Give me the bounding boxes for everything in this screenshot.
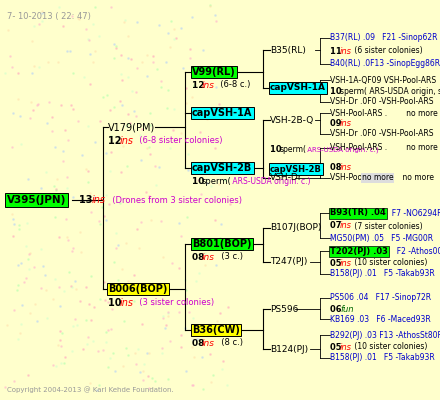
Text: F7 -NO6294R: F7 -NO6294R (387, 208, 440, 218)
Text: V99(RL): V99(RL) (192, 67, 236, 77)
Text: VSH-Dr .0F0 -VSH-Pool-ARS: VSH-Dr .0F0 -VSH-Pool-ARS (330, 98, 433, 106)
Text: (6-8 c.): (6-8 c.) (215, 80, 250, 90)
Text: ins: ins (340, 46, 352, 56)
Text: ins: ins (120, 136, 134, 146)
Text: 13: 13 (79, 195, 96, 205)
Text: (Drones from 3 sister colonies): (Drones from 3 sister colonies) (107, 196, 242, 204)
Text: VSH-Pool-ARS .        no more: VSH-Pool-ARS . no more (330, 144, 438, 152)
Text: VSH-Pool-ARS .        no more: VSH-Pool-ARS . no more (330, 108, 438, 118)
Text: MG50(PM) .05   F5 -MG00R: MG50(PM) .05 F5 -MG00R (330, 234, 433, 242)
Text: 08: 08 (192, 252, 208, 262)
Text: fun: fun (340, 304, 353, 314)
Text: B801(BOP): B801(BOP) (192, 239, 252, 249)
Text: ins: ins (340, 120, 352, 128)
Text: sperm( ARS-USDA origin, sist: sperm( ARS-USDA origin, sist (340, 88, 440, 96)
Text: (7 sister colonies): (7 sister colonies) (352, 222, 423, 230)
Text: B36(CW): B36(CW) (192, 325, 240, 335)
Text: ins: ins (340, 222, 352, 230)
Text: 11: 11 (330, 46, 345, 56)
Text: F2 -Athos00R: F2 -Athos00R (392, 246, 440, 256)
Text: 06: 06 (330, 304, 345, 314)
Text: B93(TR) .04: B93(TR) .04 (330, 208, 386, 218)
Text: B37(RL) .09   F21 -Sinop62R: B37(RL) .09 F21 -Sinop62R (330, 34, 437, 42)
Text: (8 c.): (8 c.) (216, 338, 243, 348)
Text: VSH-2B-Q: VSH-2B-Q (270, 116, 314, 124)
Text: B158(PJ) .01   F5 -Takab93R: B158(PJ) .01 F5 -Takab93R (330, 354, 435, 362)
Text: ins: ins (92, 195, 106, 205)
Text: 05: 05 (330, 342, 345, 352)
Text: B292(PJ) .03 F13 -AthosSt80R: B292(PJ) .03 F13 -AthosSt80R (330, 330, 440, 340)
Text: (3 c.): (3 c.) (216, 252, 243, 262)
Text: (10 sister colonies): (10 sister colonies) (352, 342, 427, 352)
Text: 09: 09 (330, 120, 345, 128)
Text: B107J(BOP): B107J(BOP) (270, 224, 321, 232)
Text: 08: 08 (192, 338, 208, 348)
Text: capVSH-2B: capVSH-2B (192, 163, 252, 173)
Text: no more: no more (362, 174, 394, 182)
Text: ins: ins (202, 338, 215, 348)
Text: V395(JPN): V395(JPN) (7, 195, 66, 205)
Text: capVSH-2B: capVSH-2B (270, 164, 322, 174)
Text: Copyright 2004-2013 @ Karl Kehde Foundation.: Copyright 2004-2013 @ Karl Kehde Foundat… (7, 386, 174, 393)
Text: ARS-USDA origin. c.): ARS-USDA origin. c.) (305, 147, 379, 153)
Text: PS596: PS596 (270, 304, 298, 314)
Text: 10: 10 (330, 88, 345, 96)
Text: B158(PJ) .01   F5 -Takab93R: B158(PJ) .01 F5 -Takab93R (330, 270, 435, 278)
Text: 7- 10-2013 ( 22: 47): 7- 10-2013 ( 22: 47) (7, 12, 91, 21)
Text: T202(PJ) .03: T202(PJ) .03 (330, 246, 388, 256)
Text: ins: ins (340, 164, 352, 172)
Text: ins: ins (202, 252, 215, 262)
Text: capVSH-1A: capVSH-1A (192, 108, 253, 118)
Text: (6 sister colonies): (6 sister colonies) (352, 46, 423, 56)
Text: ARS-USDA origin. c.): ARS-USDA origin. c.) (230, 176, 311, 186)
Text: PS506 .04   F17 -Sinop72R: PS506 .04 F17 -Sinop72R (330, 294, 431, 302)
Text: VSH-1A-QF09 VSH-Pool-ARS: VSH-1A-QF09 VSH-Pool-ARS (330, 76, 436, 84)
Text: KB169 .03   F6 -Maced93R: KB169 .03 F6 -Maced93R (330, 314, 431, 324)
Text: 07: 07 (330, 222, 345, 230)
Text: sperm(: sperm( (280, 146, 307, 154)
Text: VSH-Dr: VSH-Dr (270, 174, 303, 182)
Text: ins: ins (202, 80, 215, 90)
Text: 10: 10 (270, 146, 285, 154)
Text: B40(RL) .0F13 -SinopEgg86R: B40(RL) .0F13 -SinopEgg86R (330, 60, 440, 68)
Text: (10 sister colonies): (10 sister colonies) (352, 258, 427, 268)
Text: ins: ins (340, 258, 352, 268)
Text: 05: 05 (330, 258, 345, 268)
Text: ins: ins (340, 342, 352, 352)
Text: 12: 12 (192, 80, 208, 90)
Text: sperm(: sperm( (202, 176, 232, 186)
Text: (6-8 sister colonies): (6-8 sister colonies) (134, 136, 223, 146)
Text: ins: ins (120, 298, 134, 308)
Text: B006(BOP): B006(BOP) (108, 284, 167, 294)
Text: 12: 12 (108, 136, 125, 146)
Text: VSH-Dr .0F0 -VSH-Pool-ARS: VSH-Dr .0F0 -VSH-Pool-ARS (330, 130, 433, 138)
Text: B124(PJ): B124(PJ) (270, 344, 308, 354)
Text: VSH-Pool-Dr .         no more: VSH-Pool-Dr . no more (330, 174, 434, 182)
Text: T247(PJ): T247(PJ) (270, 258, 308, 266)
Text: capVSH-1A: capVSH-1A (270, 84, 326, 92)
Text: B35(RL): B35(RL) (270, 46, 306, 54)
Text: (3 sister colonies): (3 sister colonies) (134, 298, 214, 308)
Text: 08: 08 (330, 164, 345, 172)
Text: V179(PM): V179(PM) (108, 122, 155, 132)
Text: 10: 10 (108, 298, 125, 308)
Text: 10: 10 (192, 176, 208, 186)
